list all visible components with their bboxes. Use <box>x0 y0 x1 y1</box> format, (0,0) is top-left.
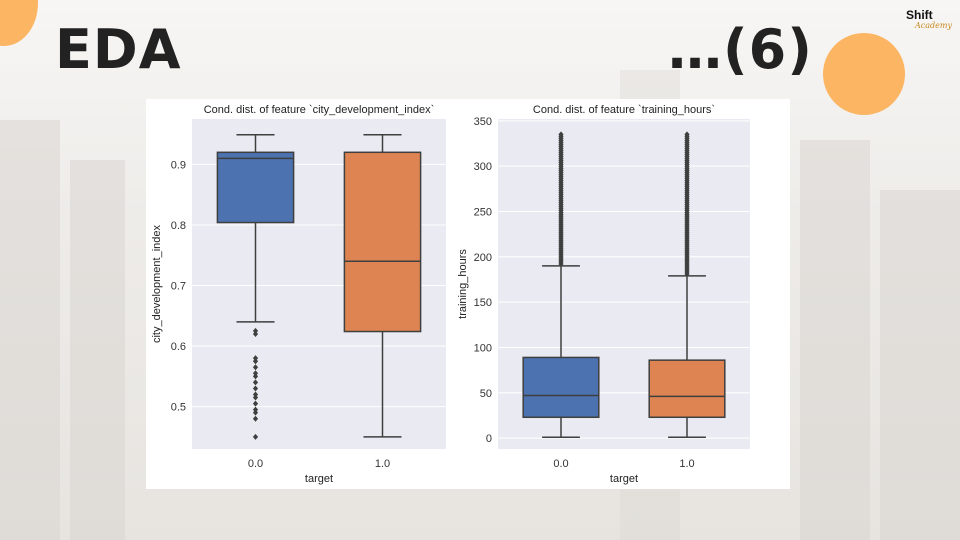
y-tick-label: 0.7 <box>171 281 186 293</box>
outlier-point <box>252 394 259 401</box>
chart-title: Cond. dist. of feature `city_development… <box>204 104 435 116</box>
slide-part-number: …(6) <box>668 18 813 81</box>
y-tick-label: 0.8 <box>171 220 186 232</box>
decorative-circle <box>823 33 905 115</box>
shift-academy-logo: Shift Academy <box>906 7 952 30</box>
y-tick-label: 50 <box>480 388 492 400</box>
x-tick-label: 1.0 <box>375 458 390 470</box>
outlier-point <box>252 433 259 440</box>
y-tick-label: 150 <box>474 297 492 309</box>
y-tick-label: 250 <box>474 206 492 218</box>
x-tick-label: 0.0 <box>248 458 263 470</box>
outlier-point <box>252 370 259 377</box>
x-axis-label: target <box>610 473 638 485</box>
outlier-point <box>252 327 259 334</box>
x-axis-label: target <box>305 473 333 485</box>
outlier-point <box>252 406 259 413</box>
outlier-point <box>252 379 259 386</box>
y-tick-label: 300 <box>474 161 492 173</box>
outlier-point <box>252 330 259 337</box>
chart-2: 0 50 100 150 200 250 300 350 Cond. dist. of feat… <box>457 104 750 485</box>
chart-title: Cond. dist. of feature `training_hours` <box>533 104 715 116</box>
boxplot-figure: 0.5 0.6 0.7 0.8 0.9 Cond. dist. of feature `c… <box>151 104 750 485</box>
y-axis-label: training_hours <box>457 249 469 319</box>
outlier-point <box>252 409 259 416</box>
iqr-box <box>343 151 422 333</box>
iqr-box <box>522 356 600 419</box>
outlier-point <box>252 373 259 380</box>
y-tick-label: 200 <box>474 252 492 264</box>
slide-title: EDA <box>55 18 182 81</box>
outlier-point <box>252 391 259 398</box>
plot-panel: 0.5 0.6 0.7 0.8 0.9 Cond. dist. of feature `c… <box>146 99 790 489</box>
outlier-point <box>252 364 259 371</box>
y-axis-label: city_development_index <box>151 224 163 343</box>
x-tick-label: 1.0 <box>679 458 694 470</box>
y-tick-label: 0.9 <box>171 159 186 171</box>
outlier-point <box>558 131 564 138</box>
logo-line-1: Shift <box>906 8 933 22</box>
logo-line-2: Academy <box>915 21 952 30</box>
y-tick-label: 350 <box>474 116 492 128</box>
box-1.0 <box>343 133 422 438</box>
box-1.0 <box>648 131 726 438</box>
outlier-point <box>684 131 690 138</box>
y-tick-label: 0 <box>486 433 492 445</box>
y-tick-label: 100 <box>474 342 492 354</box>
y-tick-label: 0.6 <box>171 341 186 353</box>
outlier-point <box>252 415 259 422</box>
chart-1: 0.5 0.6 0.7 0.8 0.9 Cond. dist. of feature `c… <box>151 104 446 485</box>
outlier-point <box>252 358 259 365</box>
outlier-point <box>252 400 259 407</box>
outlier-point <box>252 385 259 392</box>
box-0.0 <box>216 133 295 440</box>
outlier-point <box>252 355 259 362</box>
x-tick-label: 0.0 <box>553 458 568 470</box>
y-tick-label: 0.5 <box>171 402 186 414</box>
iqr-box <box>216 151 295 224</box>
iqr-box <box>648 359 726 419</box>
box-0.0 <box>522 131 600 438</box>
